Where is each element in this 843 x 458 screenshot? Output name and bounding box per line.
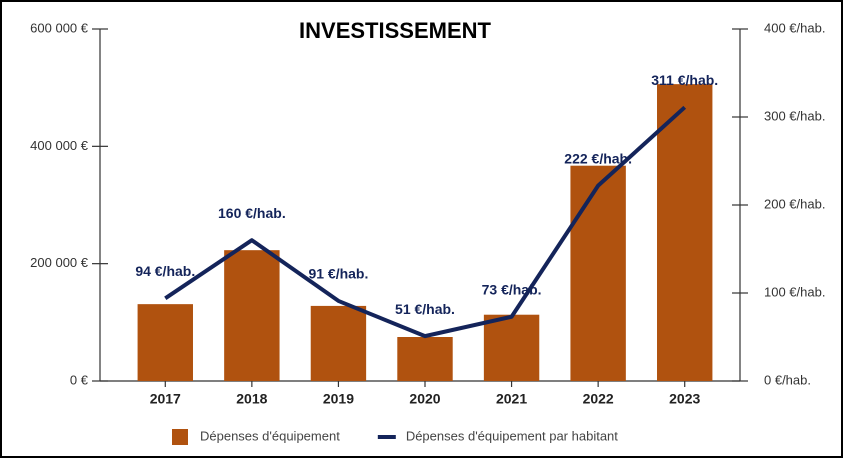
bar <box>397 337 453 381</box>
line <box>164 105 687 339</box>
bar <box>310 305 367 381</box>
bar <box>570 165 626 381</box>
x-tick-label: 2018 <box>236 391 267 407</box>
legend-label: Dépenses d'équipement par habitant <box>406 428 618 443</box>
data-label: 51 €/hab. <box>395 301 455 317</box>
x-tick-label: 2023 <box>669 391 700 407</box>
y2-tick-label: 400 €/hab. <box>764 20 825 35</box>
data-label: 160 €/hab. <box>218 205 286 221</box>
data-label: 311 €/hab. <box>651 72 718 88</box>
y2-tick-label: 300 €/hab. <box>764 108 825 123</box>
x-tick-label: 2017 <box>150 391 181 407</box>
bar <box>483 314 540 381</box>
legend-swatch <box>172 429 188 445</box>
data-label: 94 €/hab. <box>135 263 195 279</box>
bar <box>224 250 280 381</box>
y2-tick-label: 0 €/hab. <box>764 372 811 387</box>
bar <box>657 84 713 381</box>
x-tick-label: 2020 <box>409 391 440 407</box>
data-label: 222 €/hab. <box>564 150 632 166</box>
y-tick-label: 0 € <box>70 372 89 387</box>
y2-tick-label: 200 €/hab. <box>764 196 825 211</box>
x-tick-label: 2021 <box>496 391 527 407</box>
x-tick-label: 2022 <box>583 391 614 407</box>
y2-tick-label: 100 €/hab. <box>764 284 825 299</box>
y-tick-label: 200 000 € <box>30 255 89 270</box>
y-tick-label: 600 000 € <box>30 20 89 35</box>
data-label: 91 €/hab. <box>308 266 368 282</box>
bar <box>137 304 193 381</box>
legend-label: Dépenses d'équipement <box>200 428 340 443</box>
data-label: 73 €/hab. <box>482 281 542 297</box>
x-tick-label: 2019 <box>323 391 354 407</box>
y-tick-label: 400 000 € <box>30 138 89 153</box>
chart-title: INVESTISSEMENT <box>299 18 491 43</box>
